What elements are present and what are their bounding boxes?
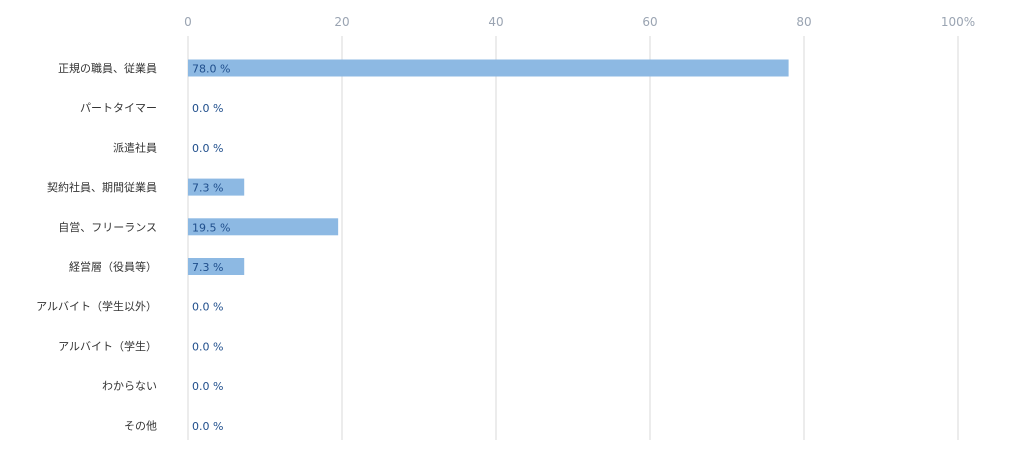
- category-label: アルバイト（学生）: [58, 339, 157, 353]
- category-label: 正規の職員、従業員: [58, 61, 157, 75]
- data-label: 0.0 %: [192, 142, 223, 155]
- x-tick-label: 80: [796, 15, 811, 29]
- data-label: 0.0 %: [192, 420, 223, 433]
- x-tick-label: 40: [488, 15, 503, 29]
- category-label: 自営、フリーランス: [58, 220, 157, 234]
- data-label: 0.0 %: [192, 102, 223, 115]
- x-axis-ticks: 0 20 40 60 80 100%: [184, 15, 975, 29]
- bar: [188, 59, 789, 77]
- x-tick-label: 0: [184, 15, 192, 29]
- data-label: 0.0 %: [192, 340, 223, 353]
- bar: [188, 218, 339, 236]
- category-label: その他: [124, 419, 157, 432]
- category-label: 派遣社員: [113, 140, 157, 154]
- data-labels: 78.0 % 0.0 % 0.0 % 7.3 % 19.5 % 7.3 % 0.0 % 0.0…: [192, 63, 230, 433]
- data-label: 0.0 %: [192, 301, 223, 314]
- category-label: アルバイト（学生以外）: [36, 299, 157, 313]
- data-label: 7.3 %: [192, 261, 223, 274]
- category-label: 経営層（役員等）: [69, 260, 157, 274]
- bars: [188, 59, 789, 275]
- data-label: 0.0 %: [192, 380, 223, 393]
- data-label: 19.5 %: [192, 221, 230, 234]
- category-label: 契約社員、期間従業員: [47, 180, 157, 194]
- x-tick-label: 100%: [941, 15, 975, 29]
- x-tick-label: 20: [334, 15, 349, 29]
- data-label: 78.0 %: [192, 63, 230, 76]
- category-label: パートタイマー: [80, 102, 157, 115]
- bar: [188, 258, 245, 275]
- category-labels: 正規の職員、従業員パートタイマー派遣社員契約社員、期間従業員自営、フリーランス経…: [36, 61, 157, 432]
- x-tick-label: 60: [642, 15, 657, 29]
- category-label: わからない: [102, 380, 157, 393]
- data-label: 7.3 %: [192, 182, 223, 195]
- gridlines: [187, 36, 959, 440]
- bar: [188, 178, 245, 196]
